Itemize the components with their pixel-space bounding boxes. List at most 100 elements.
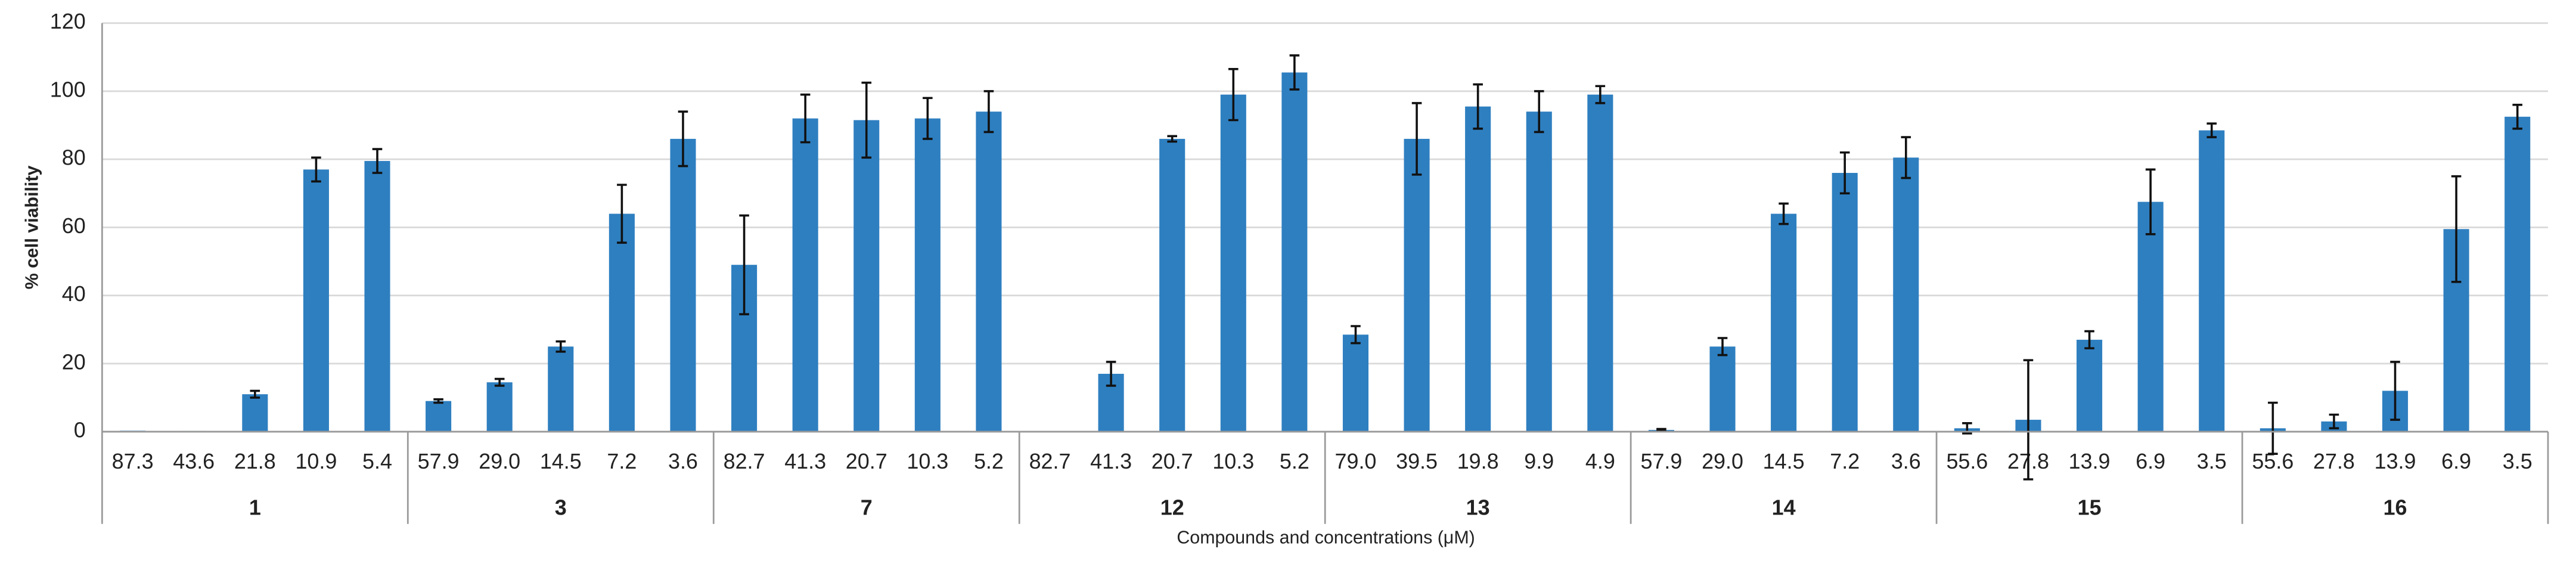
x-tick-label: 5.2 <box>1280 449 1309 473</box>
error-bar <box>1106 361 1116 387</box>
error-bar <box>2512 103 2523 130</box>
group-label: 13 <box>1466 495 1490 519</box>
x-tick-label: 7.2 <box>1830 449 1860 473</box>
error-bar <box>861 81 872 159</box>
error-bar <box>1473 83 1483 130</box>
x-tick-label: 6.9 <box>2136 449 2165 473</box>
error-bar <box>1717 337 1728 357</box>
error-bar <box>2451 175 2462 283</box>
x-tick-label: 7.2 <box>607 449 637 473</box>
x-tick-label: 5.4 <box>362 449 392 473</box>
bar <box>914 118 941 432</box>
x-axis-title: Compounds and concentrations (μM) <box>1177 528 1475 548</box>
y-tick-label: 120 <box>50 9 86 33</box>
error-bar <box>1411 102 1422 176</box>
bar <box>976 111 1002 432</box>
x-tick-label: 10.3 <box>907 449 948 473</box>
bar <box>1159 138 1185 432</box>
x-tick-label: 29.0 <box>479 449 520 473</box>
error-bar <box>2390 361 2400 421</box>
error-bar <box>923 97 933 140</box>
x-tick-label: 10.3 <box>1212 449 1254 473</box>
bar <box>1709 346 1736 432</box>
x-tick-label: 10.9 <box>295 449 337 473</box>
bar <box>303 169 329 432</box>
error-bar <box>1656 427 1666 432</box>
bar <box>2077 339 2103 432</box>
x-tick-label: 57.9 <box>418 449 460 473</box>
x-tick-label: 20.7 <box>846 449 887 473</box>
group-label: 16 <box>2383 495 2407 519</box>
error-bar <box>1289 54 1300 91</box>
bar <box>548 346 574 432</box>
group-label: 12 <box>1160 495 1184 519</box>
error-bar <box>1228 68 1239 122</box>
x-tick-label: 3.6 <box>1891 449 1921 473</box>
group-label: 7 <box>861 495 873 519</box>
bar <box>1404 138 1430 432</box>
x-tick-label: 13.9 <box>2069 449 2111 473</box>
bar <box>1465 106 1491 432</box>
x-tick-label: 29.0 <box>1702 449 1743 473</box>
x-tick-label: 27.8 <box>2313 449 2355 473</box>
bar <box>2137 202 2164 432</box>
group-label: 15 <box>2078 495 2102 519</box>
bar <box>364 161 390 432</box>
bar <box>1893 157 1919 432</box>
x-tick-label: 41.3 <box>1090 449 1132 473</box>
error-bar <box>433 398 443 404</box>
bar <box>1771 213 1797 432</box>
y-tick-label: 100 <box>50 77 86 101</box>
error-bar <box>250 389 260 399</box>
error-bar <box>311 156 321 183</box>
bar <box>1526 111 1552 432</box>
y-axis-title: % cell viability <box>21 165 42 289</box>
x-tick-label: 14.5 <box>540 449 582 473</box>
error-bar <box>2023 359 2034 481</box>
error-bar <box>678 110 688 168</box>
error-bar <box>2206 122 2217 138</box>
x-tick-label: 5.2 <box>974 449 1004 473</box>
x-tick-label: 39.5 <box>1396 449 1438 473</box>
group-label: 14 <box>1772 495 1796 519</box>
bar <box>670 138 696 432</box>
error-bar <box>739 214 749 315</box>
x-tick-label: 55.6 <box>1946 449 1988 473</box>
y-tick-label: 60 <box>62 213 86 238</box>
x-tick-label: 82.7 <box>724 449 765 473</box>
bar <box>2199 130 2225 432</box>
x-tick-label: 3.5 <box>2503 449 2532 473</box>
bar <box>609 213 635 432</box>
x-tick-label: 79.0 <box>1335 449 1377 473</box>
bar <box>1342 334 1369 432</box>
error-bar <box>2084 330 2094 349</box>
bar <box>1587 94 1613 432</box>
bar <box>242 394 268 432</box>
x-tick-label: 41.3 <box>784 449 826 473</box>
x-tick-label: 21.8 <box>234 449 276 473</box>
error-bar <box>1351 325 1361 345</box>
x-tick-label: 82.7 <box>1029 449 1071 473</box>
x-tick-label: 3.5 <box>2197 449 2227 473</box>
error-bar <box>1167 135 1177 143</box>
y-tick-label: 20 <box>62 349 86 374</box>
x-tick-label: 57.9 <box>1640 449 1682 473</box>
bar <box>2504 116 2531 432</box>
x-tick-label: 13.9 <box>2375 449 2416 473</box>
bar <box>1220 94 1246 432</box>
error-bar <box>494 377 505 387</box>
bar <box>486 382 513 432</box>
error-bar <box>555 340 566 353</box>
error-bar <box>372 148 383 174</box>
error-bar <box>2329 413 2339 430</box>
group-label: 1 <box>249 495 261 519</box>
error-bar <box>983 90 994 134</box>
error-bar <box>1595 85 1606 104</box>
x-tick-label: 3.6 <box>668 449 698 473</box>
y-tick-label: 80 <box>62 145 86 170</box>
x-tick-label: 20.7 <box>1152 449 1193 473</box>
bar <box>1832 173 1858 432</box>
x-tick-label: 43.6 <box>173 449 215 473</box>
error-bar <box>1534 90 1544 134</box>
